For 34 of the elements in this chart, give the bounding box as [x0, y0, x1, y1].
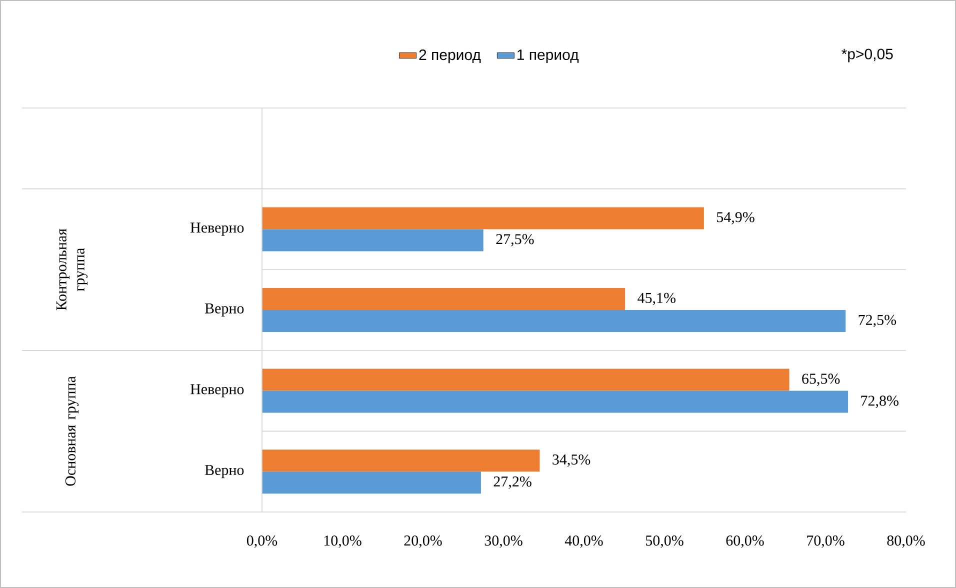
x-tick-label: 10,0% — [324, 536, 362, 548]
data-label: 72,5% — [858, 314, 896, 328]
y-tick-label: Неверно — [190, 222, 244, 236]
data-label: 65,5% — [802, 374, 840, 386]
bar — [262, 368, 790, 391]
data-label: 72,8% — [861, 396, 898, 408]
x-tick-label: 70,0% — [807, 536, 844, 548]
y-tick-label: Неверно — [190, 384, 244, 398]
text: Контрольная группа — [56, 228, 88, 310]
bar — [262, 310, 846, 332]
x-tick-label: 0,0% — [246, 536, 278, 548]
text: *p>0,05 — [842, 48, 893, 62]
bar — [262, 472, 481, 494]
y-tick-label: Верно — [204, 465, 244, 478]
x-tick-label: 30,0% — [484, 536, 522, 548]
bar — [262, 207, 704, 230]
data-label: 34,5% — [552, 454, 590, 467]
data-label: 27,2% — [494, 476, 532, 489]
legend-label: 1 период — [518, 50, 579, 63]
x-tick-label: 60,0% — [726, 536, 764, 548]
legend-label: 2 период — [419, 50, 481, 64]
bar — [262, 288, 626, 310]
data-label: 54,9% — [717, 212, 754, 224]
bar — [262, 229, 484, 252]
y-tick-label: Верно — [204, 303, 244, 316]
x-tick-label: 50,0% — [646, 536, 684, 548]
data-label: 27,5% — [496, 234, 534, 246]
bar — [262, 390, 848, 413]
x-tick-label: 20,0% — [404, 536, 442, 548]
data-label: 45,1% — [638, 292, 676, 306]
bar — [262, 450, 540, 472]
x-tick-label: 40,0% — [564, 536, 603, 548]
text: Основная группа — [65, 376, 79, 486]
x-tick-label: 80,0% — [887, 536, 925, 548]
